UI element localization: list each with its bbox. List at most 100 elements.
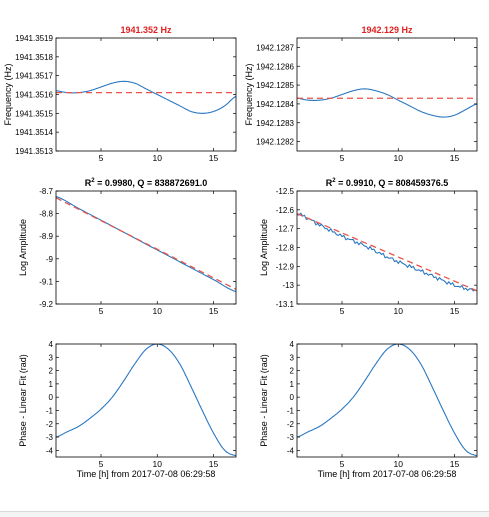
y-tick-label: -4 [287, 446, 295, 455]
y-tick-label: -2 [287, 420, 295, 429]
y-tick-label: -12.9 [276, 262, 295, 271]
y-tick-label: -1 [46, 406, 54, 415]
y-axis-label: Phase - Linear Fit (rad) [18, 354, 28, 447]
chart-amp-left: 5 10 15 -9.2 -9.1 -9 -8.9 -8.8 -8.7 R2 = 0.9980, … [18, 178, 237, 316]
y-tick-label: -8.7 [39, 187, 53, 196]
y-tick-label: 1942.1283 [256, 119, 294, 128]
y-tick-label: 2 [49, 367, 54, 376]
y-tick-label: 1 [49, 380, 54, 389]
chart-freq-right: 5 10 15 1942.1282 1942.1283 1942.1284 1942.128… [244, 25, 478, 163]
y-tick-label: 2 [290, 367, 295, 376]
y-tick-label: 1941.3519 [15, 34, 53, 43]
title-superscript: 2 [91, 178, 95, 184]
x-tick-label: 10 [153, 459, 163, 469]
y-axis-label: Log Amplitude [18, 219, 28, 276]
chart-title: R2 = 0.9980, Q = 838872691.0 [85, 178, 207, 188]
axes-frame [55, 190, 237, 305]
chart-title: 1942.129 Hz [361, 25, 413, 35]
x-tick-label: 5 [340, 459, 345, 469]
x-tick-label: 10 [394, 153, 404, 163]
y-tick-label: -3 [46, 433, 54, 442]
y-tick-label: 1942.1284 [256, 100, 294, 109]
y-tick-label: 1941.3516 [15, 91, 53, 100]
title-r: R [326, 178, 333, 188]
chart-title: 1941.352 Hz [120, 25, 172, 35]
y-tick-label: 1941.3518 [15, 53, 53, 62]
y-tick-label: 0 [49, 393, 54, 402]
y-tick-label: 1941.3514 [15, 128, 53, 137]
axes-frame [55, 343, 237, 458]
y-axis-label: Log Amplitude [259, 219, 269, 276]
y-tick-label: -13 [282, 281, 294, 290]
y-tick-label: -12.6 [276, 206, 295, 215]
data-series-line [297, 212, 477, 292]
y-tick-label: -12.5 [276, 187, 295, 196]
data-series-line [297, 88, 477, 118]
x-axis-label: Time [h] from 2017-07-08 06:29:58 [77, 469, 216, 479]
y-tick-label: -12.8 [276, 244, 295, 253]
x-tick-label: 15 [209, 459, 219, 469]
x-tick-label: 5 [99, 306, 104, 316]
y-tick-label: -13.1 [276, 300, 295, 309]
y-tick-label: 1942.1286 [256, 62, 294, 71]
axes-frame [296, 343, 478, 458]
y-tick-label: 1942.1282 [256, 138, 294, 147]
x-tick-label: 10 [394, 459, 404, 469]
x-tick-label: 10 [394, 306, 404, 316]
data-series-line [297, 344, 477, 457]
y-tick-label: 3 [290, 353, 295, 362]
y-axis-label: Frequency (Hz) [244, 63, 254, 125]
y-tick-label: -9.2 [39, 300, 53, 309]
x-tick-label: 10 [153, 153, 163, 163]
plot-area [56, 344, 236, 457]
x-tick-label: 15 [209, 153, 219, 163]
y-tick-label: 1942.1285 [256, 81, 294, 90]
chart-phase-left: 5 10 15 -4 -3 -2 -1 0 1 2 3 4 Phase - Linear Fit (ra… [18, 340, 237, 479]
fit-line [56, 197, 236, 290]
y-tick-label: -8.9 [39, 232, 53, 241]
x-tick-label: 15 [209, 306, 219, 316]
y-tick-label: 1941.3513 [15, 147, 53, 156]
chart-phase-right: 5 10 15 -4 -3 -2 -1 0 1 2 3 4 Phase - Linear Fit (ra… [259, 340, 478, 479]
y-tick-label: -9.1 [39, 277, 53, 286]
y-tick-label: 3 [49, 353, 54, 362]
chart-title: R2 = 0.9910, Q = 808459376.5 [326, 178, 448, 188]
y-tick-label: -3 [287, 433, 295, 442]
y-tick-label: 0 [290, 393, 295, 402]
data-series-line [56, 80, 236, 114]
title-values: = 0.9980, Q = 838872691.0 [95, 178, 208, 188]
y-tick-label: 4 [49, 340, 54, 349]
y-tick-label: -9 [46, 255, 54, 264]
chart-freq-left: 5 10 15 1941.3513 1941.3514 1941.3515 1941.351… [3, 25, 237, 163]
title-r: R [85, 178, 92, 188]
x-tick-label: 5 [340, 306, 345, 316]
x-axis-label: Time [h] from 2017-07-08 06:29:58 [318, 469, 457, 479]
x-tick-label: 15 [450, 306, 460, 316]
x-tick-label: 5 [99, 153, 104, 163]
plot-area [56, 38, 236, 151]
y-tick-label: -2 [46, 420, 54, 429]
y-tick-label: 1941.3517 [15, 72, 53, 81]
plot-area [297, 344, 477, 457]
x-tick-label: 5 [99, 459, 104, 469]
y-axis-label: Frequency (Hz) [3, 63, 13, 125]
y-tick-label: 1941.3515 [15, 109, 53, 118]
y-tick-label: 1942.1287 [256, 43, 294, 52]
fit-line [297, 213, 477, 292]
y-tick-label: -12.7 [276, 225, 295, 234]
axes-frame [296, 37, 478, 152]
x-tick-label: 5 [340, 153, 345, 163]
y-tick-label: -1 [287, 406, 295, 415]
plot-area [297, 191, 477, 304]
y-tick-label: 4 [290, 340, 295, 349]
data-series-line [56, 344, 236, 457]
y-axis-label: Phase - Linear Fit (rad) [259, 354, 269, 447]
chart-amp-right: 5 10 15 -13.1 -13 -12.9 -12.8 -12.7 -12.6 -12.5 R2… [259, 178, 478, 316]
y-tick-label: -8.8 [39, 210, 53, 219]
title-values: = 0.9910, Q = 808459376.5 [336, 178, 449, 188]
x-tick-label: 15 [450, 153, 460, 163]
y-tick-label: 1 [290, 380, 295, 389]
x-tick-label: 15 [450, 459, 460, 469]
title-superscript: 2 [332, 178, 336, 184]
